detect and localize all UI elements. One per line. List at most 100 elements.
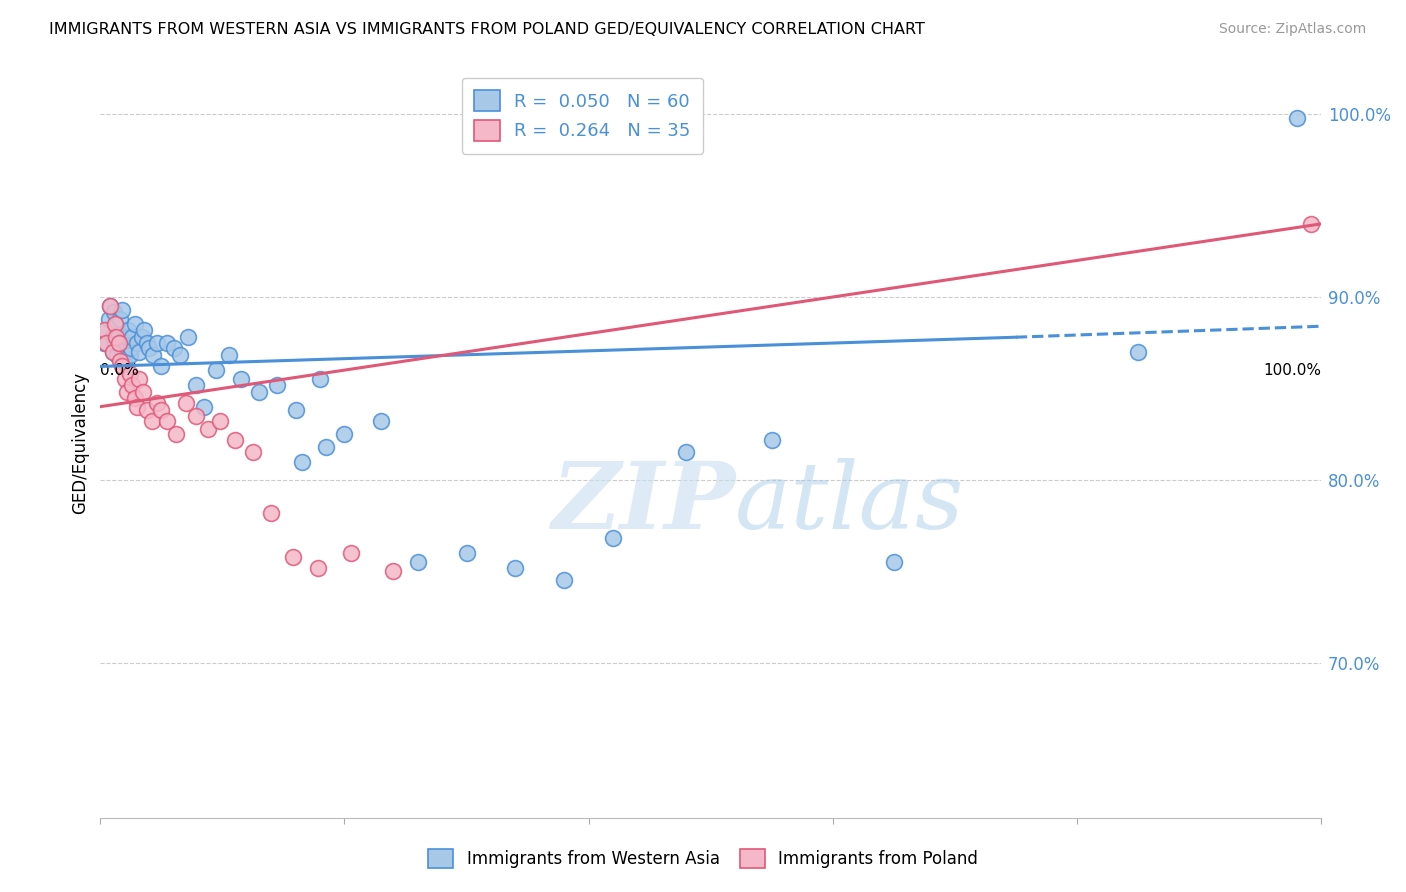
- Point: [165, 427, 187, 442]
- Point: [105, 330, 128, 344]
- Point: [115, 330, 138, 344]
- Point: [103, 304, 125, 318]
- Point: [115, 335, 138, 350]
- Point: [110, 341, 132, 355]
- Point: [184, 377, 207, 392]
- Point: [553, 574, 575, 588]
- Point: [456, 546, 478, 560]
- Point: [120, 341, 142, 355]
- Point: [115, 385, 138, 400]
- Point: [291, 454, 314, 468]
- Point: [121, 377, 143, 392]
- Point: [107, 326, 129, 341]
- Point: [229, 372, 252, 386]
- Point: [406, 555, 429, 569]
- Point: [112, 354, 135, 368]
- Point: [218, 349, 240, 363]
- Point: [101, 344, 124, 359]
- Point: [162, 341, 184, 355]
- Point: [98, 299, 121, 313]
- Point: [333, 427, 356, 442]
- Y-axis label: GED/Equivalency: GED/Equivalency: [72, 372, 89, 515]
- Point: [242, 445, 264, 459]
- Point: [370, 414, 392, 428]
- Point: [208, 414, 231, 428]
- Text: 100.0%: 100.0%: [1263, 363, 1322, 378]
- Point: [124, 391, 146, 405]
- Point: [309, 372, 332, 386]
- Point: [761, 433, 783, 447]
- Point: [111, 302, 134, 317]
- Point: [96, 323, 118, 337]
- Point: [197, 421, 219, 435]
- Point: [114, 372, 136, 386]
- Point: [93, 323, 115, 337]
- Point: [1301, 217, 1323, 231]
- Point: [98, 299, 121, 313]
- Point: [1126, 344, 1149, 359]
- Point: [224, 433, 246, 447]
- Text: Source: ZipAtlas.com: Source: ZipAtlas.com: [1219, 22, 1367, 37]
- Point: [1285, 111, 1308, 125]
- Point: [169, 349, 191, 363]
- Point: [205, 363, 228, 377]
- Point: [128, 372, 150, 386]
- Point: [307, 560, 329, 574]
- Point: [111, 359, 134, 374]
- Point: [125, 400, 148, 414]
- Point: [97, 312, 120, 326]
- Point: [96, 335, 118, 350]
- Point: [135, 335, 157, 350]
- Point: [193, 400, 215, 414]
- Point: [118, 349, 141, 363]
- Point: [284, 403, 307, 417]
- Point: [883, 555, 905, 569]
- Point: [121, 330, 143, 344]
- Text: IMMIGRANTS FROM WESTERN ASIA VS IMMIGRANTS FROM POLAND GED/EQUIVALENCY CORRELATI: IMMIGRANTS FROM WESTERN ASIA VS IMMIGRAN…: [49, 22, 925, 37]
- Point: [105, 319, 128, 334]
- Point: [142, 349, 165, 363]
- Point: [111, 334, 134, 348]
- Point: [156, 335, 179, 350]
- Point: [117, 323, 139, 337]
- Point: [101, 330, 124, 344]
- Text: ZIP: ZIP: [551, 458, 735, 549]
- Point: [108, 312, 131, 326]
- Point: [101, 344, 124, 359]
- Point: [135, 403, 157, 417]
- Point: [125, 335, 148, 350]
- Point: [134, 323, 156, 337]
- Point: [177, 330, 200, 344]
- Text: 0.0%: 0.0%: [100, 363, 139, 378]
- Point: [145, 335, 167, 350]
- Legend: Immigrants from Western Asia, Immigrants from Poland: Immigrants from Western Asia, Immigrants…: [420, 840, 986, 877]
- Point: [138, 341, 160, 355]
- Point: [602, 531, 624, 545]
- Point: [283, 549, 305, 564]
- Point: [266, 377, 288, 392]
- Point: [104, 335, 127, 350]
- Point: [382, 564, 405, 578]
- Point: [505, 560, 527, 574]
- Point: [132, 385, 155, 400]
- Point: [260, 506, 283, 520]
- Point: [118, 367, 141, 381]
- Point: [150, 403, 173, 417]
- Legend: R =  0.050   N = 60, R =  0.264   N = 35: R = 0.050 N = 60, R = 0.264 N = 35: [461, 78, 703, 153]
- Point: [124, 318, 146, 332]
- Point: [114, 344, 136, 359]
- Point: [131, 330, 153, 344]
- Point: [339, 546, 361, 560]
- Point: [247, 385, 270, 400]
- Point: [141, 414, 163, 428]
- Point: [93, 335, 115, 350]
- Point: [184, 409, 207, 423]
- Point: [145, 396, 167, 410]
- Point: [156, 414, 179, 428]
- Point: [174, 396, 197, 410]
- Text: atlas: atlas: [735, 458, 965, 549]
- Point: [150, 359, 173, 374]
- Point: [675, 445, 697, 459]
- Point: [108, 354, 131, 368]
- Point: [104, 318, 127, 332]
